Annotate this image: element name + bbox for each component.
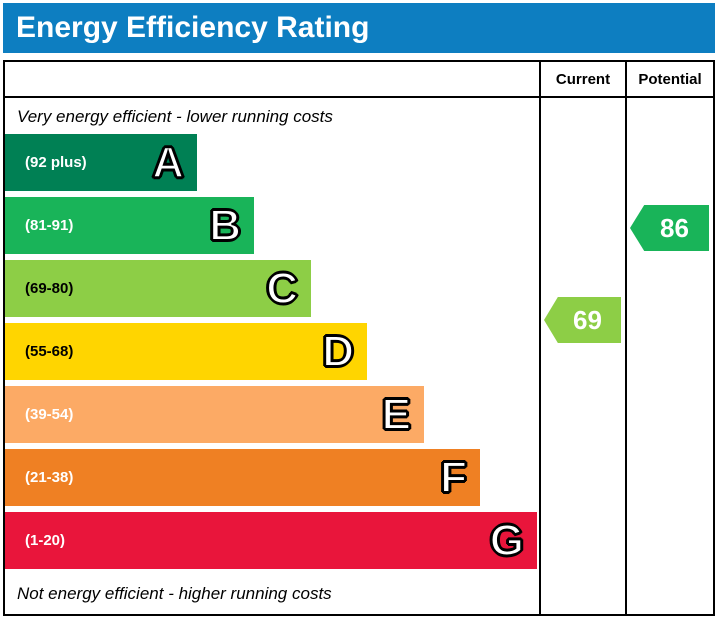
band-f: (21-38) F — [5, 449, 480, 506]
band-b: (81-91) B — [5, 197, 254, 254]
band-letter: D — [321, 326, 355, 376]
current-rating-arrow: 69 — [544, 297, 621, 343]
band-range-label: (55-68) — [25, 343, 74, 360]
band-range-label: (39-54) — [25, 406, 74, 423]
band-d: (55-68) D — [5, 323, 367, 380]
header-bar: Energy Efficiency Rating — [3, 3, 715, 53]
current-value: 69 — [573, 304, 602, 335]
band-letter: E — [381, 389, 412, 439]
column-header-potential: Potential — [627, 62, 713, 98]
band-range-label: (69-80) — [25, 280, 74, 297]
band-a: (92 plus) A — [5, 134, 197, 191]
potential-rating-arrow: 86 — [630, 205, 709, 251]
chart-column-header-spacer — [5, 62, 539, 98]
potential-value: 86 — [660, 212, 689, 243]
band-e: (39-54) E — [5, 386, 424, 443]
band-letter: B — [208, 200, 242, 250]
page-title: Energy Efficiency Rating — [16, 11, 370, 44]
caption-bottom: Not energy efficient - higher running co… — [17, 584, 332, 603]
potential-column: Potential 86 — [625, 62, 713, 614]
band-range-label: (1-20) — [25, 532, 66, 549]
current-column: Current 69 — [539, 62, 625, 614]
chart-column: Very energy efficient - lower running co… — [5, 62, 539, 614]
band-c: (69-80) C — [5, 260, 311, 317]
epc-chart: Very energy efficient - lower running co… — [3, 60, 715, 616]
bands: (92 plus) A (81-91) B (69-80) C (55-68) … — [5, 132, 539, 575]
band-letter: A — [151, 137, 185, 187]
band-g: (1-20) G — [5, 512, 537, 569]
band-range-label: (81-91) — [25, 217, 74, 234]
band-range-label: (21-38) — [25, 469, 74, 486]
column-header-current: Current — [541, 62, 625, 98]
band-letter: C — [265, 263, 299, 313]
band-letter: F — [439, 452, 468, 502]
band-letter: G — [489, 515, 525, 565]
band-range-label: (92 plus) — [25, 154, 87, 171]
caption-top: Very energy efficient - lower running co… — [17, 107, 333, 126]
